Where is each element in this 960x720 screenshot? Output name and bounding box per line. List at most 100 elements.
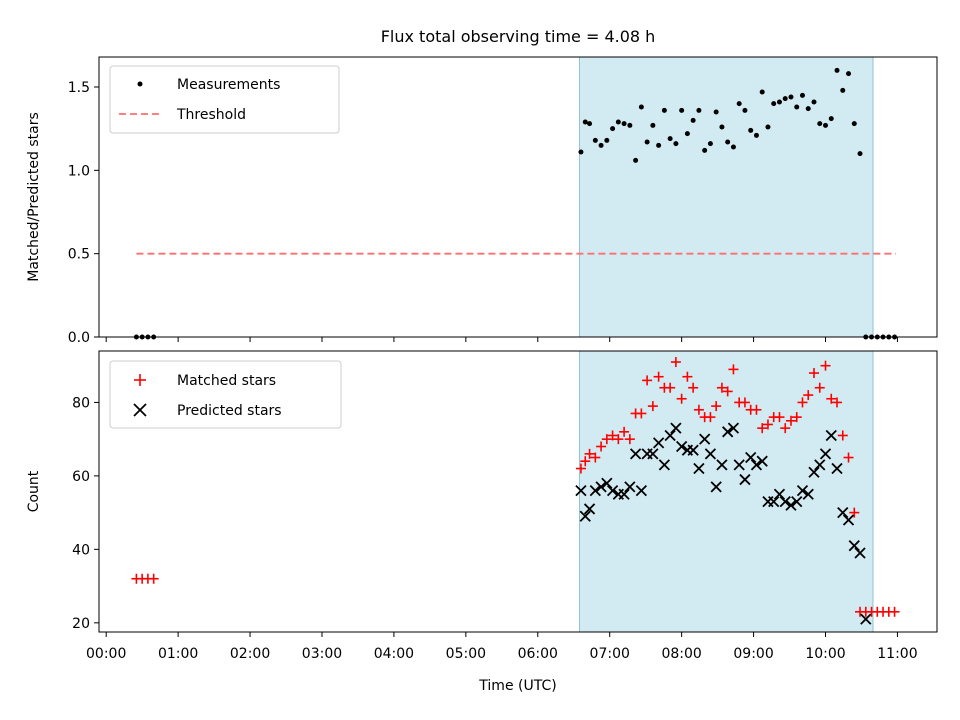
predicted-star-point — [785, 499, 797, 511]
x-tick-label: 03:00 — [302, 646, 342, 662]
matched-star-point — [580, 456, 591, 467]
measurement-point — [615, 119, 621, 125]
measurement-point — [805, 106, 811, 112]
matched-star-point — [670, 357, 681, 368]
matched-star-point — [624, 434, 635, 445]
matched-star-point — [808, 368, 819, 379]
legend-marker-matched — [134, 374, 146, 386]
predicted-star-point — [779, 495, 791, 508]
chart-title: Flux total observing time = 4.08 h — [381, 27, 656, 46]
y-tick-label: 20 — [72, 616, 90, 632]
legend-label-predicted: Predicted stars — [177, 403, 282, 419]
y-axis-label: Count — [26, 470, 42, 512]
ratio-panel: 0.0 0.5 1.0 1.5 Matched/Predicted stars Mea… — [26, 56, 938, 346]
y-tick-label: 40 — [72, 542, 90, 558]
predicted-star-point — [727, 422, 740, 434]
measurement-point — [765, 124, 771, 130]
legend-label-measurements: Measurements — [177, 77, 280, 93]
predicted-star-point — [716, 459, 728, 471]
predicted-star-point — [693, 462, 705, 475]
predicted-star-point — [860, 613, 872, 625]
predicted-star-point — [664, 429, 676, 442]
matched-star-point — [849, 507, 860, 518]
y-axis-ticks: 0.0 0.5 1.0 1.5 — [68, 80, 99, 346]
measurement-point — [592, 137, 598, 143]
measurement-point — [610, 126, 616, 132]
x-tick-label: 00:00 — [86, 646, 126, 662]
matched-star-point — [590, 452, 601, 463]
matched-star-point — [803, 390, 814, 401]
matched-star-point — [832, 397, 843, 408]
predicted-star-point — [624, 481, 636, 493]
matched-star-point — [889, 606, 900, 617]
predicted-star-point — [704, 448, 717, 460]
matched-star-point — [826, 393, 837, 404]
measurement-point — [707, 141, 713, 147]
matched-star-point — [676, 393, 687, 404]
x-tick-label: 08:00 — [661, 646, 701, 662]
matched-star-point — [584, 448, 595, 459]
measurement-point — [794, 104, 800, 110]
x-axis-label: Time (UTC) — [478, 678, 556, 694]
legend-label-matched: Matched stars — [177, 373, 276, 389]
y-tick-label: 80 — [72, 395, 90, 411]
predicted-star-point — [825, 429, 837, 442]
measurement-point — [713, 109, 719, 115]
y-tick-label: 0.5 — [68, 247, 90, 263]
measurement-point — [667, 136, 673, 142]
measurement-point — [679, 107, 685, 113]
matched-star-point — [716, 382, 727, 393]
predicted-star-point — [635, 484, 647, 497]
x-tick-label: 06:00 — [518, 646, 558, 662]
measurement-point — [811, 99, 817, 105]
predicted-star-point — [756, 455, 768, 467]
matched-star-point — [722, 386, 733, 397]
measurement-points — [133, 67, 898, 340]
predicted-star-point — [814, 459, 826, 471]
measurement-point — [857, 151, 863, 157]
matched-star-point — [739, 397, 750, 408]
measurement-point — [638, 104, 644, 110]
measurement-point — [753, 132, 759, 138]
measurement-point — [578, 149, 584, 155]
predicted-star-point — [699, 433, 711, 445]
shaded-observing-span — [579, 56, 874, 338]
measurement-point — [690, 117, 696, 123]
matched-star-point — [665, 382, 676, 393]
predicted-star-point — [768, 495, 780, 508]
measurement-point — [799, 92, 805, 98]
plot-frame — [98, 56, 938, 338]
measurement-point — [650, 122, 656, 128]
matched-star-point — [688, 382, 699, 393]
matched-star-point — [780, 423, 791, 434]
count-points — [131, 357, 900, 625]
matched-star-point — [613, 434, 624, 445]
matched-star-point — [607, 430, 618, 441]
y-tick-label: 60 — [72, 469, 90, 485]
predicted-star-point — [606, 484, 619, 497]
measurement-point — [633, 157, 639, 163]
x-tick-label: 04:00 — [374, 646, 414, 662]
predicted-star-point — [676, 440, 688, 453]
x-tick-label: 02:00 — [230, 646, 270, 662]
measurement-point — [604, 137, 610, 143]
predicted-star-point — [658, 459, 671, 471]
matched-star-point — [728, 364, 739, 375]
plot-frame — [98, 350, 938, 633]
measurement-point — [782, 96, 788, 102]
measurement-point — [776, 99, 782, 105]
predicted-star-point — [579, 510, 591, 522]
predicted-star-point — [796, 484, 809, 497]
measurement-point — [702, 147, 708, 153]
measurement-point — [748, 127, 754, 133]
predicted-star-point — [802, 488, 814, 500]
y-axis-label: Matched/Predicted stars — [26, 112, 42, 282]
measurement-point — [644, 139, 650, 145]
predicted-star-point — [722, 426, 734, 438]
measurement-point — [788, 94, 794, 100]
predicted-star-point — [745, 451, 757, 464]
predicted-star-point — [618, 488, 630, 500]
x-tick-label: 01:00 — [158, 646, 198, 662]
matched-star-point — [601, 434, 612, 445]
